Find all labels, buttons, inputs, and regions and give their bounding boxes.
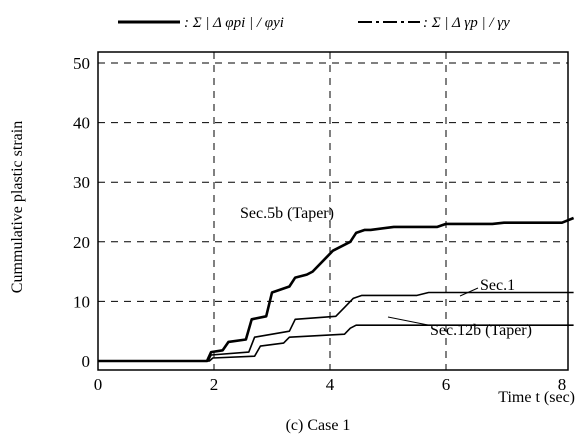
series-group	[98, 216, 575, 363]
x-axis-label: Time t (sec)	[498, 389, 575, 406]
y-tick-label: 10	[73, 292, 90, 311]
legend-label-1: : Σ | Δ γp | / γy	[423, 15, 510, 31]
x-axis-ticks: 0 2 4 6 8	[94, 375, 567, 394]
annotation-leader	[387, 316, 429, 326]
annotation-label: Sec.5b (Taper)	[240, 205, 334, 222]
annotation-label: Sec.1	[480, 277, 515, 294]
y-axis-label: Cummulative plastic strain	[9, 121, 26, 293]
plot-frame	[97, 51, 569, 371]
legend-label-0: : Σ | Δ φpi | / φyi	[184, 15, 284, 31]
y-axis-ticks: 0 10 20 30 40 50	[73, 54, 90, 371]
y-tick-label: 30	[73, 173, 90, 192]
legend: : Σ | Δ φpi | / φyi : Σ | Δ γp | / γy	[118, 15, 510, 31]
x-tick-label: 8	[558, 375, 567, 394]
x-tick-label: 2	[210, 375, 219, 394]
figure-caption: (c) Case 1	[286, 417, 351, 434]
y-tick-label: 40	[73, 114, 90, 133]
x-tick-label: 4	[326, 375, 335, 394]
grid	[98, 52, 568, 370]
series-line-sec1	[98, 291, 574, 362]
series-line-sec5b	[98, 216, 575, 363]
series-line-sec12b	[98, 324, 574, 362]
y-tick-label: 50	[73, 54, 90, 73]
x-tick-label: 6	[442, 375, 451, 394]
annotations: Sec.5b (Taper) Sec.1 Sec.12b (Taper)	[240, 205, 532, 339]
annotation-label: Sec.12b (Taper)	[430, 322, 532, 339]
x-tick-label: 0	[94, 375, 103, 394]
annotation-leader	[459, 287, 479, 297]
y-tick-label: 20	[73, 233, 90, 252]
y-tick-label: 0	[82, 352, 91, 371]
